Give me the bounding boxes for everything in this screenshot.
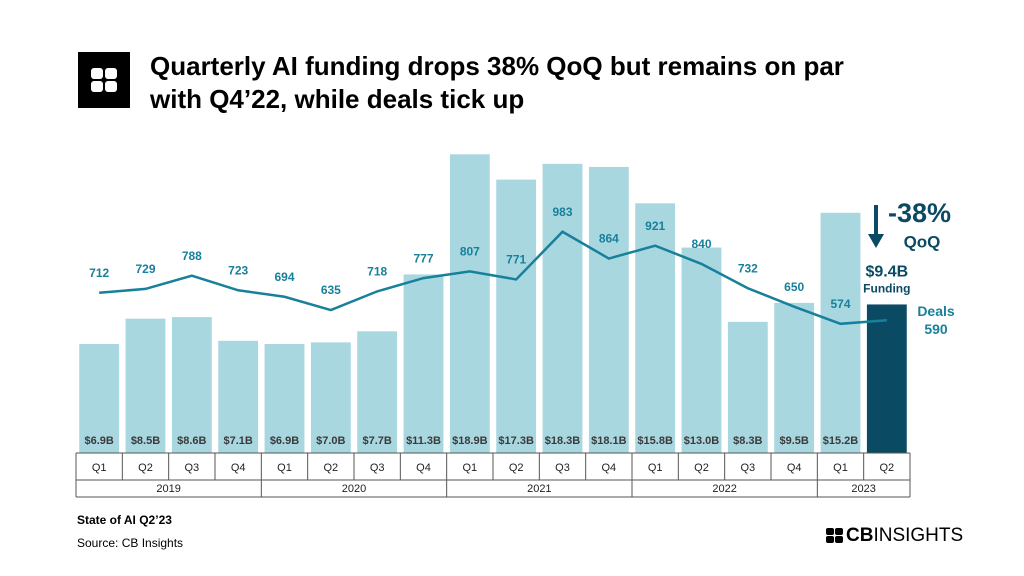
brand-icon [826,528,843,543]
value-label: $6.9B [270,435,299,447]
value-label: $15.2B [823,435,859,447]
value-label: $18.3B [545,435,581,447]
bar [357,331,398,453]
value-label: $8.6B [177,435,206,447]
x-tick-label: Q4 [231,462,246,474]
x-tick-label: Q1 [648,462,663,474]
x-tick-label: Q3 [555,462,570,474]
value-label: 635 [321,283,341,297]
x-tick-label: Q1 [833,462,848,474]
value-label: $18.9B [452,435,488,447]
value-label: 983 [552,205,572,219]
value-label: 729 [135,262,155,276]
bar [542,163,583,454]
x-tick-label: Q2 [323,462,338,474]
bar [774,302,815,453]
bar [125,318,166,453]
value-label: 777 [413,251,433,265]
brand: CBINSIGHTS [846,525,963,546]
value-label: 712 [89,266,109,280]
bar [264,343,305,453]
annotation: QoQ [904,232,941,251]
line [99,230,887,326]
x-tick-label: Q1 [92,462,107,474]
bar [635,203,676,453]
logo-box [78,52,130,108]
value-label: $8.5B [131,435,160,447]
chart-title: with Q4’22, while deals tick up [149,84,524,114]
x-tick-label: Q4 [787,462,802,474]
x-tick-label: Q1 [277,462,292,474]
value-label: 788 [182,249,202,263]
bar [496,179,537,454]
group-label: 2023 [851,483,875,495]
value-label: 807 [460,245,480,259]
bar [820,212,861,453]
group-label: 2020 [342,483,366,495]
x-tick-label: Q2 [879,462,894,474]
series-label: Funding [863,282,910,296]
value-label: 732 [738,261,758,275]
annotation: -38% [888,198,951,228]
value-label: 921 [645,219,665,233]
value-label: 650 [784,280,804,294]
value-label: 694 [274,270,294,284]
value-label: 840 [691,237,711,251]
bar [681,247,722,453]
value-label: $15.8B [637,435,673,447]
footer: State of AI Q2’23 [77,513,172,527]
value-label: 864 [599,232,619,246]
group-label: 2022 [712,483,736,495]
value-label: $9.4B [865,264,908,281]
bar [449,154,490,454]
value-label: $7.0B [316,435,345,447]
series-label: Deals [917,303,955,319]
bar [218,340,259,453]
value-label: $13.0B [684,435,720,447]
x-tick-label: Q3 [370,462,385,474]
x-tick-label: Q4 [416,462,431,474]
value-label: 574 [830,297,850,311]
value-label: 718 [367,265,387,279]
bar [403,274,444,453]
brand-insights: INSIGHTS [873,525,963,546]
logo-icon [91,68,117,92]
bar [727,321,768,453]
value-label: $8.3B [733,435,762,447]
x-tick-label: Q3 [184,462,199,474]
bar [79,343,120,453]
group-label: 2021 [527,483,551,495]
value-label: $9.5B [779,435,808,447]
brand-cb: CB [846,525,873,546]
bar [588,166,629,453]
x-tick-label: Q3 [740,462,755,474]
footer: Source: CB Insights [77,536,183,550]
x-tick-label: Q2 [694,462,709,474]
bar [310,342,351,453]
x-tick-label: Q4 [601,462,616,474]
bar [171,317,212,453]
value-label: 771 [506,253,526,267]
x-tick-label: Q2 [509,462,524,474]
value-label: $7.7B [362,435,391,447]
value-label: $6.9B [84,435,113,447]
x-tick-label: Q2 [138,462,153,474]
value-label: $7.1B [223,435,252,447]
x-tick-label: Q1 [462,462,477,474]
value-label: 723 [228,263,248,277]
chart-title: Quarterly AI funding drops 38% QoQ but r… [150,51,844,81]
bar [866,304,907,453]
value-label: $18.1B [591,435,627,447]
arrow-head [868,234,884,248]
group-label: 2019 [156,483,180,495]
value-label: $17.3B [498,435,534,447]
value-label: $11.3B [406,435,441,447]
value-label: 590 [924,321,948,337]
